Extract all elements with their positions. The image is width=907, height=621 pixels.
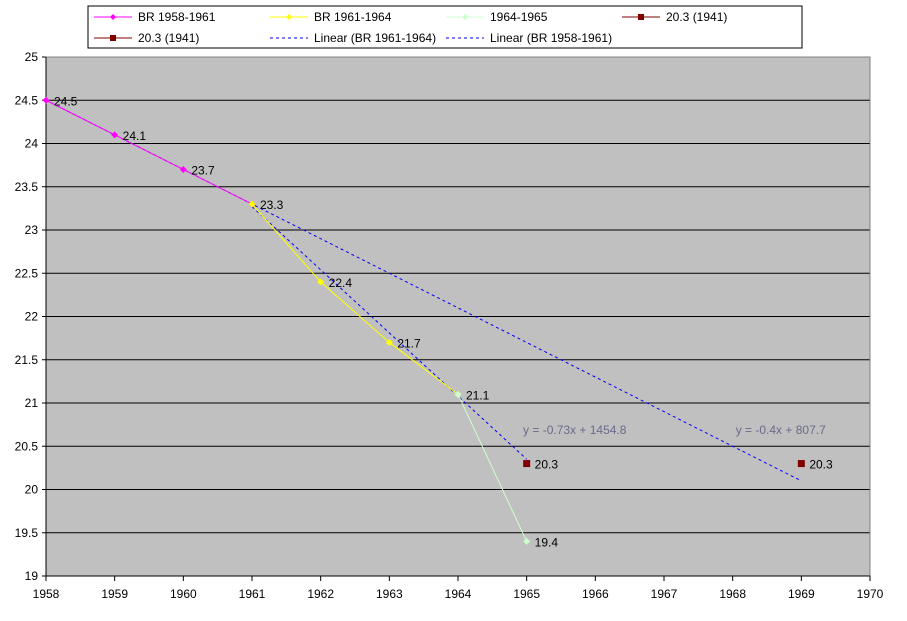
legend-label: Linear (BR 1961-1964) <box>314 31 436 45</box>
x-tick-label: 1962 <box>307 587 334 601</box>
series-line <box>45 99 253 205</box>
x-tick-label: 1970 <box>857 587 884 601</box>
x-tick-label: 1969 <box>788 587 815 601</box>
x-tick-label: 1965 <box>513 587 540 601</box>
y-tick-label: 21.5 <box>15 353 39 367</box>
y-tick-label: 20 <box>25 483 39 497</box>
legend: BR 1958-1961 BR 1961-1964 1964-1965 20.3 (1… <box>87 5 803 49</box>
data-label: 21.7 <box>397 336 421 350</box>
x-tick-label: 1961 <box>239 587 266 601</box>
data-point <box>111 131 119 139</box>
x-tick-label: 1964 <box>445 587 472 601</box>
legend-label: BR 1961-1964 <box>314 10 392 24</box>
legend-marker <box>638 14 644 20</box>
y-tick-label: 25 <box>25 50 39 64</box>
legend-label: Linear (BR 1958-1961) <box>490 31 612 45</box>
trendline <box>251 206 528 460</box>
data-point <box>42 96 50 104</box>
gridlines <box>46 56 870 577</box>
data-label: 23.3 <box>260 198 284 212</box>
data-label: 20.3 <box>809 458 833 472</box>
data-series <box>42 96 805 545</box>
trendline-equation: y = -0.73x + 1454.8 <box>523 423 627 437</box>
legend-label: 20.3 (1941) <box>666 10 727 24</box>
axes: 19 19.5 20 20.5 21 21.5 22 22.5 23 23.5 24 24.5 25 19… <box>15 50 884 601</box>
data-label: 22.4 <box>329 276 353 290</box>
y-tick-label: 22.5 <box>15 266 39 280</box>
data-point <box>317 278 325 286</box>
data-label: 23.7 <box>191 163 215 177</box>
data-label: 21.1 <box>466 388 490 402</box>
data-label: 24.5 <box>54 94 78 108</box>
y-tick-label: 19.5 <box>15 526 39 540</box>
y-tick-label: 24.5 <box>15 93 39 107</box>
x-tick-label: 1968 <box>719 587 746 601</box>
series-line <box>251 203 459 395</box>
y-tick-label: 19 <box>25 569 39 583</box>
x-tick-label: 1967 <box>651 587 678 601</box>
data-point <box>454 390 462 398</box>
legend-marker <box>110 14 116 20</box>
y-tick-label: 21 <box>25 396 39 410</box>
data-point <box>385 338 393 346</box>
y-tick-label: 24 <box>25 137 39 151</box>
legend-marker <box>286 14 292 20</box>
x-tick-label: 1960 <box>170 587 197 601</box>
trendline-equation: y = -0.4x + 807.7 <box>736 423 826 437</box>
y-tick-label: 22 <box>25 310 39 324</box>
y-tick-label: 23 <box>25 223 39 237</box>
series-line <box>457 394 528 542</box>
y-tick-label: 20.5 <box>15 439 39 453</box>
legend-label: 1964-1965 <box>490 10 548 24</box>
x-tick-label: 1966 <box>582 587 609 601</box>
y-tick-label: 23.5 <box>15 180 39 194</box>
x-tick-label: 1963 <box>376 587 403 601</box>
data-label: 19.4 <box>535 535 559 549</box>
data-label: 20.3 <box>535 458 559 472</box>
legend-box <box>87 5 803 49</box>
data-labels: 24.5 24.1 23.7 23.3 22.4 21.7 21.1 19.4 20.3 20.3 <box>54 94 833 549</box>
legend-marker <box>462 14 468 20</box>
legend-marker <box>110 35 116 41</box>
data-point <box>179 165 187 173</box>
data-label: 24.1 <box>123 129 147 143</box>
data-point <box>523 537 531 545</box>
data-point <box>797 460 805 468</box>
data-point <box>248 200 256 208</box>
legend-label: 20.3 (1941) <box>138 31 199 45</box>
x-tick-label: 1959 <box>101 587 128 601</box>
legend-label: BR 1958-1961 <box>138 10 216 24</box>
x-tick-label: 1958 <box>33 587 60 601</box>
data-point <box>523 460 531 468</box>
